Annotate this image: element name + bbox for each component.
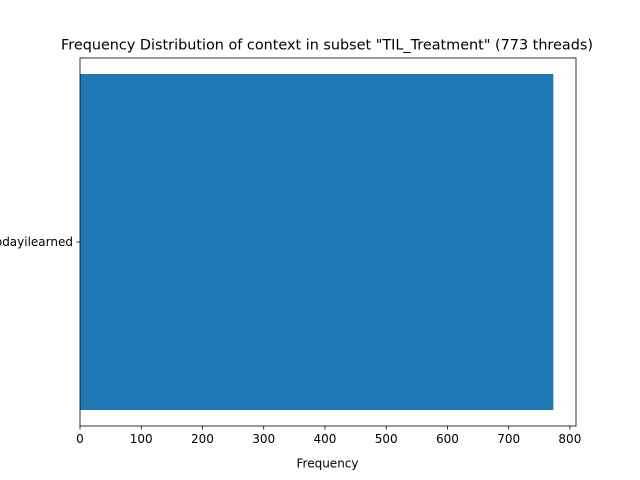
x-axis-label: Frequency xyxy=(297,457,359,471)
y-tick-label: todayilearned xyxy=(0,235,73,249)
x-tick-label: 800 xyxy=(558,432,581,446)
bars-group xyxy=(80,74,554,410)
x-tick-label: 400 xyxy=(313,432,336,446)
x-tick-label: 600 xyxy=(436,432,459,446)
x-tick-label: 100 xyxy=(130,432,153,446)
axes-group: todayilearned 0 100 200 300 400 500 600 700 800 xyxy=(0,57,581,446)
x-tick-label: 700 xyxy=(497,432,520,446)
x-tick-label: 0 xyxy=(76,432,84,446)
bar-todayilearned xyxy=(80,74,554,410)
x-tick-label: 200 xyxy=(191,432,214,446)
chart-title: Frequency Distribution of context in sub… xyxy=(61,38,593,54)
x-tick-label: 300 xyxy=(252,432,275,446)
plot-frame xyxy=(79,57,577,427)
x-tick-label: 500 xyxy=(375,432,398,446)
